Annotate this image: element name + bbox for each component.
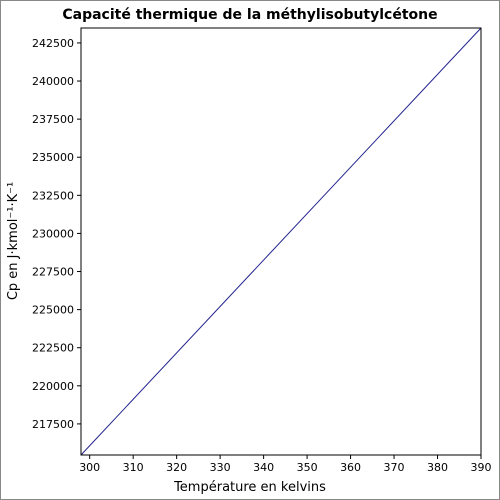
y-tick-label: 227500 xyxy=(32,266,74,279)
y-tick-label: 225000 xyxy=(32,304,74,317)
x-tick-label: 360 xyxy=(340,461,361,474)
x-tick-label: 370 xyxy=(384,461,405,474)
data-line xyxy=(80,27,482,456)
y-tick-label: 220000 xyxy=(32,380,74,393)
y-tick-label: 230000 xyxy=(32,227,74,240)
x-tick-label: 330 xyxy=(210,461,231,474)
x-tick-label: 320 xyxy=(166,461,187,474)
y-tick-label: 240000 xyxy=(32,75,74,88)
y-tick-label: 232500 xyxy=(32,189,74,202)
y-tick-label: 235000 xyxy=(32,151,74,164)
x-axis-label: Température en kelvins xyxy=(173,480,326,495)
x-tick-label: 310 xyxy=(123,461,144,474)
x-tick-label: 340 xyxy=(253,461,274,474)
y-tick-label: 222500 xyxy=(32,342,74,355)
plot-frame xyxy=(80,27,482,456)
y-tick-label: 237500 xyxy=(32,113,74,126)
y-axis-label: Cp en J·kmol⁻¹·K⁻¹ xyxy=(6,182,21,300)
x-tick-label: 380 xyxy=(427,461,448,474)
x-tick-label: 300 xyxy=(79,461,100,474)
y-tick-label: 217500 xyxy=(32,418,74,431)
chart-title: Capacité thermique de la méthylisobutylc… xyxy=(62,7,437,23)
y-tick-label: 242500 xyxy=(32,37,74,50)
x-tick-label: 390 xyxy=(471,461,492,474)
x-tick-label: 350 xyxy=(297,461,318,474)
